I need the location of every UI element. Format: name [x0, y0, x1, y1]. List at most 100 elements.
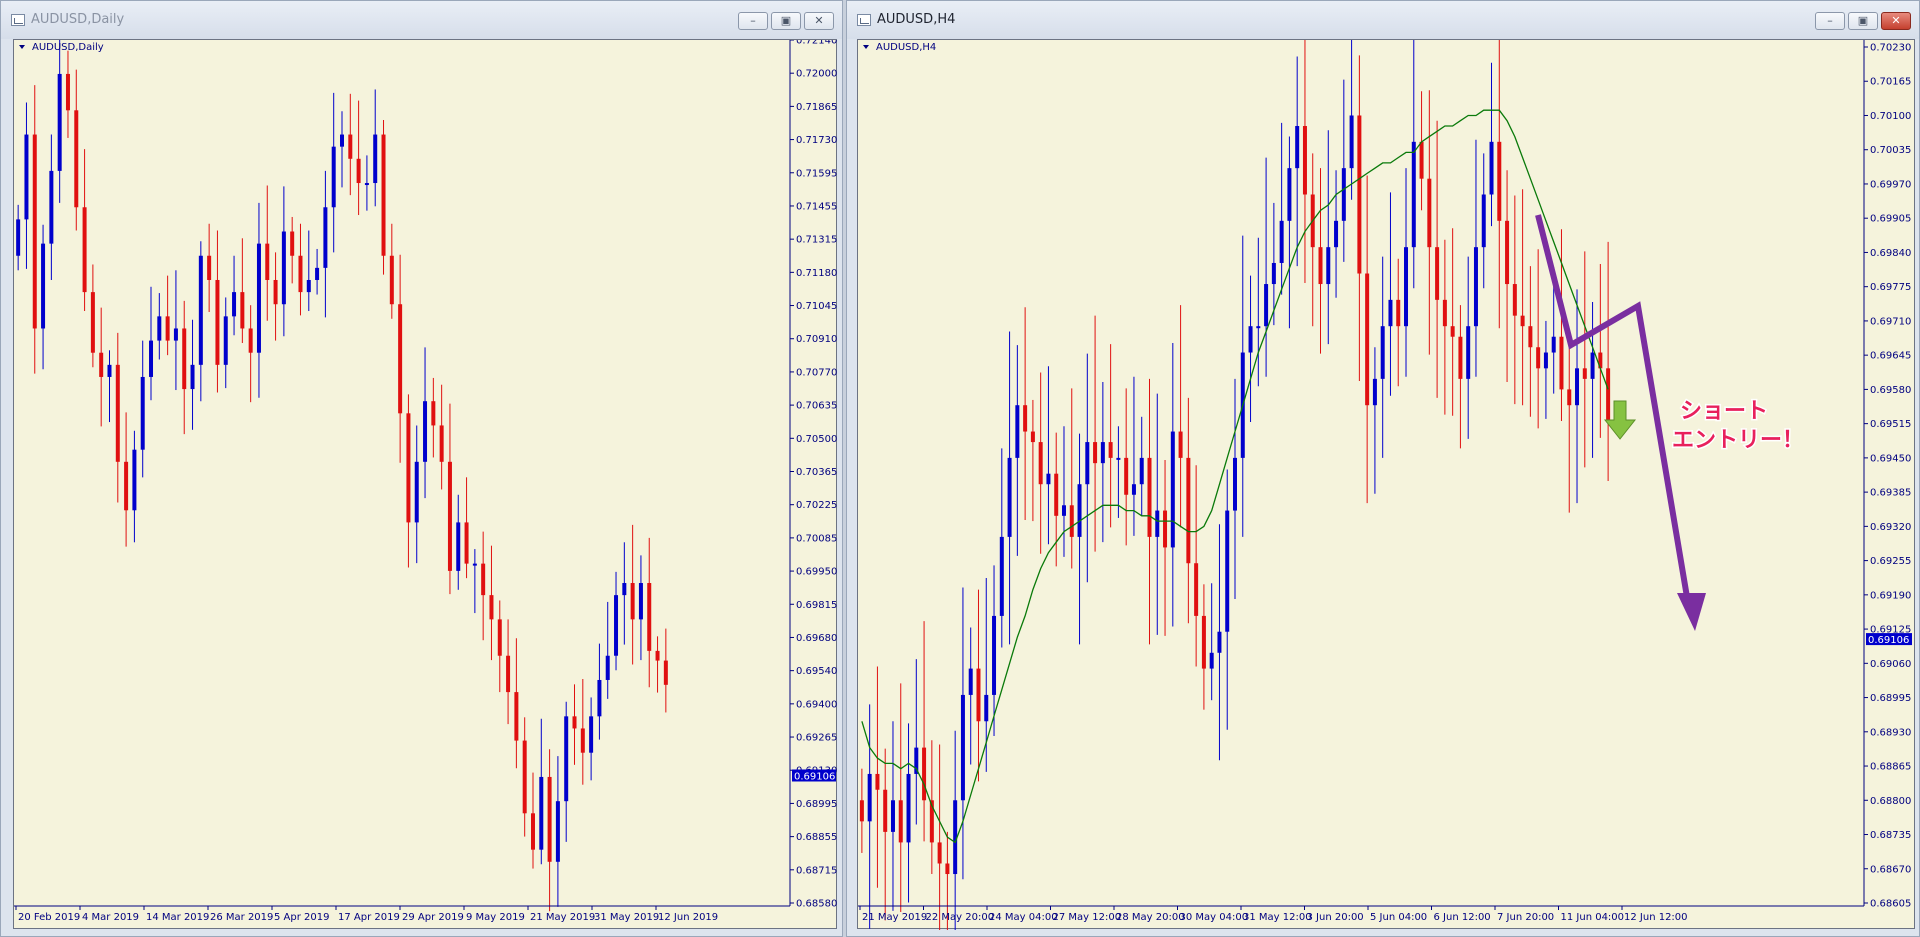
price-tick-label: 0.70910	[796, 334, 837, 345]
price-tick-label: 0.70230	[1870, 43, 1911, 54]
daily-maximize-button[interactable]	[771, 12, 801, 30]
price-tick-label: 0.70365	[796, 467, 837, 478]
price-tick-label: 0.71865	[796, 102, 837, 113]
candle	[1131, 376, 1136, 536]
candle	[630, 524, 635, 665]
candle	[506, 619, 511, 725]
time-tick-label: 22 May 20:00	[926, 912, 995, 923]
daily-time-axis: 20 Feb 2019 4 Mar 2019 14 Mar 2019 26 Mar 2…	[14, 905, 790, 923]
h4-chart-area[interactable]: ショート エントリー！ AUDUSD,H4 0.70230 0.70165 0.70…	[857, 39, 1916, 930]
candle	[464, 477, 469, 579]
daily-close-button[interactable]	[804, 12, 834, 30]
candle	[414, 425, 419, 564]
candle	[898, 683, 903, 912]
candle	[1380, 256, 1385, 458]
candle	[190, 319, 195, 430]
price-tick-label: 0.69710	[1870, 316, 1911, 327]
annotation-text-entry: エントリー！	[1672, 428, 1804, 453]
candle	[373, 89, 378, 207]
candle	[1357, 55, 1362, 381]
price-tick-label: 0.70165	[1870, 77, 1911, 88]
candle	[1396, 258, 1401, 387]
candle	[381, 119, 386, 275]
annotation-text-short: ショート	[1680, 399, 1768, 424]
candle	[890, 721, 895, 911]
candle	[1419, 91, 1424, 211]
h4-close-button[interactable]	[1881, 12, 1911, 30]
daily-chart-window[interactable]: AUDUSD,Daily AUDUSD,Daily 0.72140 0.72000…	[0, 0, 843, 937]
daily-minimize-button[interactable]	[738, 12, 768, 30]
candle	[1093, 315, 1098, 552]
price-tick-label: 0.69680	[796, 633, 837, 644]
candle	[1007, 331, 1012, 645]
daily-chart-area[interactable]: AUDUSD,Daily 0.72140 0.72000 0.71865 0.7173…	[13, 39, 837, 929]
h4-bid-price-label: 0.69106	[1868, 635, 1909, 646]
price-tick-label: 0.69385	[1870, 488, 1911, 499]
time-tick-label: 4 Mar 2019	[82, 912, 139, 923]
candle	[298, 223, 303, 316]
daily-bid-price-label: 0.69106	[794, 771, 835, 782]
price-tick-label: 0.70225	[796, 500, 837, 511]
candle	[65, 50, 70, 138]
candle	[1590, 301, 1595, 458]
price-tick-label: 0.69450	[1870, 453, 1911, 464]
candle	[1512, 195, 1517, 405]
h4-minimize-button[interactable]	[1815, 12, 1845, 30]
triangle-down-icon[interactable]	[863, 45, 869, 49]
price-tick-label: 0.69950	[796, 567, 837, 578]
candle	[976, 589, 981, 782]
candle	[207, 223, 212, 312]
candle	[1411, 40, 1416, 289]
candle	[1054, 432, 1059, 567]
candle	[340, 111, 344, 188]
price-tick-label: 0.71315	[796, 235, 837, 246]
candle	[24, 102, 29, 269]
candle	[57, 40, 62, 203]
chart-window-icon	[11, 14, 25, 26]
candle	[589, 697, 594, 781]
candle	[107, 350, 112, 423]
candle	[1349, 40, 1354, 200]
candle	[1015, 345, 1020, 556]
candle	[182, 300, 187, 435]
time-tick-label: 7 Jun 20:00	[1497, 912, 1554, 923]
candle	[929, 740, 934, 875]
daily-candlestick-chart[interactable]: AUDUSD,Daily 0.72140 0.72000 0.71865 0.7173…	[14, 40, 838, 930]
candle	[937, 744, 942, 930]
candle	[655, 636, 660, 693]
candle	[1038, 372, 1043, 554]
h4-price-axis: 0.70230 0.70165 0.70100 0.70035 0.69970 0.699…	[1863, 40, 1911, 910]
candle	[489, 545, 494, 661]
price-tick-label: 0.68865	[1870, 762, 1911, 773]
price-tick-label: 0.69125	[1870, 625, 1911, 636]
price-tick-label: 0.68800	[1870, 796, 1911, 807]
candle	[331, 92, 336, 253]
candle	[1481, 153, 1486, 289]
daily-window-titlebar[interactable]: AUDUSD,Daily	[1, 1, 842, 39]
candle	[883, 748, 888, 921]
candle	[1326, 130, 1331, 345]
candle	[124, 412, 129, 547]
candle	[115, 332, 120, 503]
candle	[165, 275, 170, 356]
candle	[999, 448, 1004, 648]
price-tick-label: 0.72000	[796, 69, 837, 80]
price-tick-label: 0.69840	[1870, 248, 1911, 259]
price-tick-label: 0.70635	[796, 401, 837, 412]
candle	[49, 134, 54, 280]
h4-bid-price-box	[1866, 633, 1912, 646]
candle	[859, 768, 864, 853]
h4-window-titlebar[interactable]: AUDUSD,H4	[847, 1, 1919, 39]
price-tick-label: 0.68930	[1870, 727, 1911, 738]
candle	[1147, 378, 1152, 645]
candle	[1100, 382, 1105, 543]
candle	[1606, 241, 1611, 482]
h4-chart-window[interactable]: AUDUSD,H4 ショート エントリー！ AUDUSD,H4 0.702300…	[846, 0, 1920, 937]
price-tick-label: 0.71455	[796, 201, 837, 212]
price-tick-label: 0.72140	[796, 40, 837, 47]
daily-symbol-label: AUDUSD,Daily	[32, 42, 104, 53]
h4-maximize-button[interactable]	[1848, 12, 1878, 30]
triangle-down-icon[interactable]	[19, 45, 25, 49]
h4-candlestick-chart[interactable]: ショート エントリー！ AUDUSD,H4 0.702300.701650.70…	[858, 40, 1916, 930]
